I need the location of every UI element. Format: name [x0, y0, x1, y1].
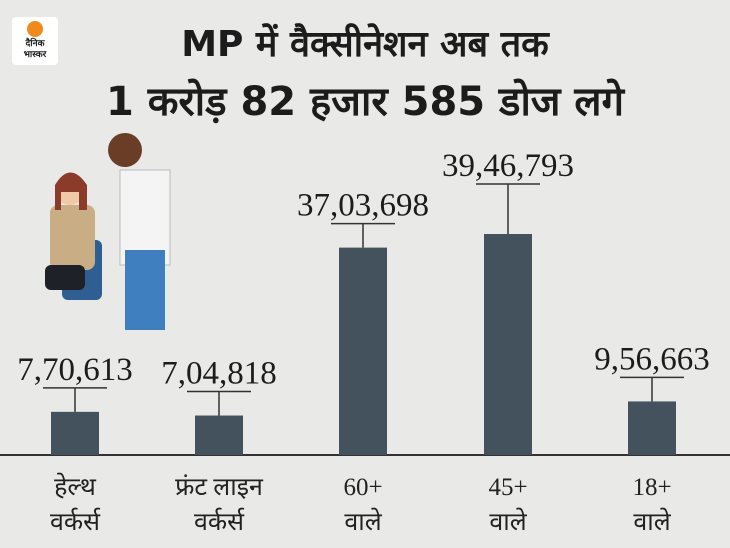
- logo: दैनिक भास्कर: [12, 17, 58, 65]
- category-label: फ्रंट लाइन वर्कर्स: [175, 474, 263, 536]
- bar: [628, 401, 676, 455]
- category-label: 18+ वाले: [632, 474, 672, 536]
- chart-subtitle: 1 करोड़ 82 हजार 585 डोज लगे: [105, 79, 625, 125]
- value-label: 37,03,698: [297, 188, 429, 224]
- category-label: 45+ वाले: [488, 474, 528, 536]
- bar: [339, 247, 387, 455]
- bar: [195, 415, 243, 455]
- chart-title: MP में वैक्सीनेशन अब तक: [181, 24, 549, 65]
- category-label: 60+ वाले: [343, 474, 383, 536]
- value-label: 7,04,818: [161, 356, 277, 392]
- category-label: हेल्थ वर्कर्स: [49, 474, 100, 536]
- value-label: 9,56,663: [594, 341, 710, 377]
- illustration: [45, 133, 171, 330]
- value-label: 7,70,613: [17, 352, 133, 388]
- value-label: 39,46,793: [442, 148, 574, 184]
- bar: [484, 234, 532, 455]
- bar: [51, 411, 99, 455]
